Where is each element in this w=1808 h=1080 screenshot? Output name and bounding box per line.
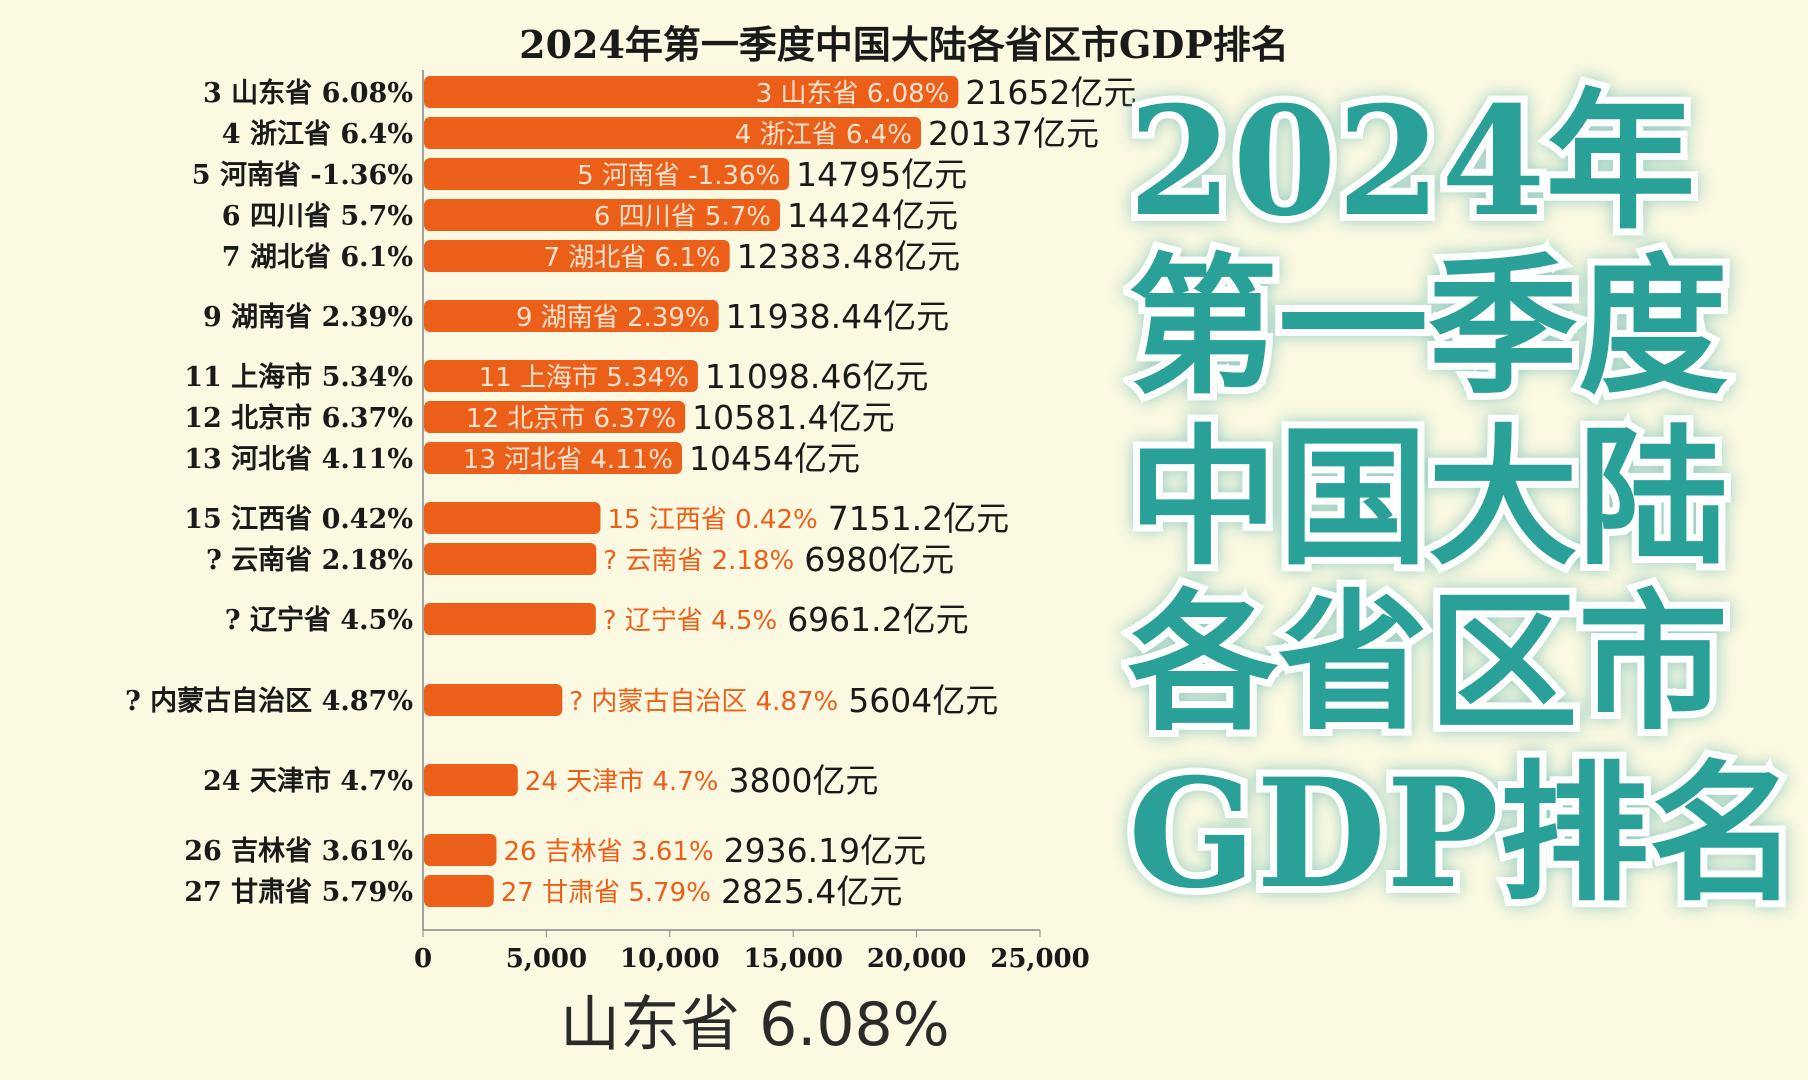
data-label: 14795亿元 (796, 155, 967, 194)
x-tick-label: 10,000 (620, 944, 720, 974)
bar (424, 684, 563, 716)
overlay-title-line1: 2024年第一季度 (1121, 73, 1808, 417)
category-label: ? 内蒙古自治区 4.87% (125, 685, 413, 717)
overlay-text: GDP排名 (1121, 745, 1806, 924)
bar-inner-label: 15 江西省 0.42% (607, 505, 817, 535)
category-label: ? 云南省 2.18% (206, 545, 413, 576)
category-label: 24 天津市 4.7% (203, 765, 413, 797)
bar-inner-label: ? 内蒙古自治区 4.87% (569, 687, 838, 717)
data-label: 5604亿元 (848, 681, 998, 720)
data-label: 21652亿元 (965, 73, 1136, 112)
category-label: ? 辽宁省 4.5% (225, 604, 413, 636)
bar (424, 76, 959, 108)
bar (424, 502, 601, 534)
category-label: 12 北京市 6.37% (184, 402, 413, 434)
bar-inner-label: 12 北京市 6.37% (466, 404, 676, 434)
bar (424, 442, 683, 474)
bar (424, 300, 719, 332)
bar-inner-label: 27 甘肃省 5.79% (501, 878, 711, 908)
current-item-watermark: 山东省 6.08% (560, 990, 950, 1060)
category-label: 9 湖南省 2.39% (203, 302, 413, 333)
overlay-text: 2024年第一季度 (1121, 73, 1735, 417)
bar-inner-label: ? 云南省 2.18% (603, 546, 794, 576)
bar-inner-label: 9 湖南省 2.39% (516, 303, 710, 333)
category-label: 5 河南省 -1.36% (192, 160, 413, 191)
category-label: 26 吉林省 3.61% (184, 836, 413, 867)
data-label: 11938.44亿元 (726, 297, 949, 336)
data-label: 14424亿元 (787, 196, 958, 235)
data-label: 11098.46亿元 (705, 357, 928, 396)
data-label: 7151.2亿元 (828, 499, 1009, 538)
data-label: 3800亿元 (728, 761, 878, 800)
bar (424, 543, 597, 575)
x-tick-label: 0 (414, 944, 432, 974)
chart-title: 2024年第一季度中国大陆各省区市GDP排名 (519, 22, 1289, 67)
bar (424, 603, 596, 635)
bar-inner-label: 26 吉林省 3.61% (503, 837, 713, 867)
overlay-title-line2: 中国大陆各省区市 (1121, 409, 1808, 753)
bar-inner-label: 7 湖北省 6.1% (543, 243, 720, 273)
bar (424, 764, 518, 796)
bar (424, 158, 790, 190)
x-tick-label: 20,000 (867, 944, 967, 974)
overlay-text: 中国大陆各省区市 (1121, 409, 1735, 753)
data-label: 6980亿元 (804, 540, 954, 579)
x-tick-label: 25,000 (990, 944, 1090, 974)
bar-inner-label: 3 山东省 6.08% (756, 79, 950, 109)
data-label: 10581.4亿元 (692, 398, 894, 437)
x-tick-label: 15,000 (743, 944, 843, 974)
data-label: 6961.2亿元 (787, 600, 968, 639)
category-label: 13 河北省 4.11% (184, 444, 413, 475)
bar-inner-label: 5 河南省 -1.36% (577, 161, 780, 191)
overlay-title: 2024年第一季度 中国大陆各省区市 GDP排名 (1121, 73, 1808, 924)
data-label: 20137亿元 (928, 114, 1099, 153)
data-label: 2936.19亿元 (724, 831, 926, 870)
bar-inner-label: 13 河北省 4.11% (463, 445, 673, 475)
overlay-title-line3: GDP排名 (1121, 745, 1808, 924)
x-tick-label: 5,000 (506, 944, 587, 974)
category-label: 15 江西省 0.42% (184, 504, 413, 535)
category-label: 3 山东省 6.08% (203, 77, 413, 109)
bar (424, 834, 497, 866)
category-label: 6 四川省 5.7% (222, 201, 413, 232)
bar (424, 360, 698, 392)
bar-inner-label: ? 辽宁省 4.5% (603, 606, 777, 636)
bar-inner-label: 11 上海市 5.34% (479, 363, 689, 393)
bar (424, 199, 780, 231)
category-label: 4 浙江省 6.4% (222, 119, 413, 150)
bar (424, 875, 494, 907)
data-label: 2825.4亿元 (721, 872, 902, 911)
category-label: 27 甘肃省 5.79% (184, 877, 413, 908)
bar-inner-label: 24 天津市 4.7% (525, 767, 719, 797)
bar-inner-label: 6 四川省 5.7% (594, 202, 771, 232)
data-label: 12383.48亿元 (737, 237, 960, 276)
data-label: 10454亿元 (689, 439, 860, 478)
category-label: 7 湖北省 6.1% (222, 242, 413, 273)
bar-inner-label: 4 浙江省 6.4% (735, 120, 912, 150)
bar (424, 401, 686, 433)
category-label: 11 上海市 5.34% (184, 361, 413, 393)
bar (424, 240, 730, 272)
bar (424, 117, 921, 149)
